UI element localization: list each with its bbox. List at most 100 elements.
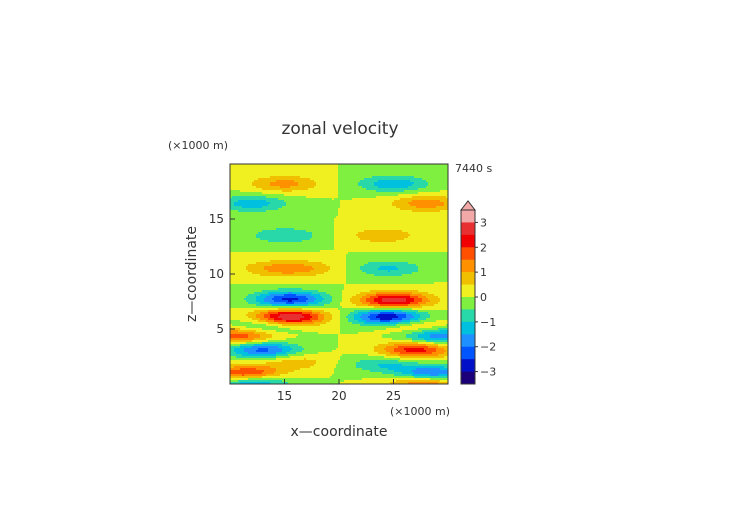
field-cell — [240, 210, 243, 213]
field-cell — [260, 170, 263, 173]
field-cell — [444, 194, 447, 197]
field-cell — [332, 238, 335, 241]
field-cell — [406, 192, 409, 195]
field-cell — [300, 176, 303, 179]
field-cell — [272, 214, 275, 217]
field-cell — [362, 238, 365, 241]
field-cell — [280, 186, 283, 189]
field-cell — [258, 182, 261, 185]
field-cell — [260, 194, 263, 197]
field-cell — [240, 176, 243, 179]
field-cell — [442, 192, 445, 195]
field-cell — [352, 206, 355, 209]
field-cell — [404, 214, 407, 217]
field-cell — [418, 236, 421, 239]
field-cell — [360, 174, 363, 177]
field-cell — [264, 216, 267, 219]
field-cell — [398, 236, 401, 239]
field-cell — [340, 180, 343, 183]
field-cell — [268, 222, 271, 225]
field-cell — [348, 190, 351, 193]
field-cell — [238, 182, 241, 185]
field-cell — [370, 210, 373, 213]
field-cell — [368, 226, 371, 229]
field-cell — [278, 230, 281, 233]
field-cell — [364, 196, 367, 199]
field-cell — [440, 220, 443, 223]
field-cell — [322, 176, 325, 179]
field-cell — [334, 168, 337, 171]
field-cell — [358, 166, 361, 169]
field-cell — [316, 196, 319, 199]
field-cell — [358, 188, 361, 191]
field-cell — [398, 220, 401, 223]
field-cell — [340, 208, 343, 211]
field-cell — [310, 248, 313, 251]
field-cell — [270, 216, 273, 219]
field-cell — [400, 186, 403, 189]
field-cell — [334, 254, 337, 257]
field-cell — [388, 248, 391, 251]
field-cell — [404, 200, 407, 203]
field-cell — [302, 230, 305, 233]
field-cell — [348, 234, 351, 237]
field-cell — [260, 182, 263, 185]
field-cell — [404, 216, 407, 219]
field-cell — [332, 230, 335, 233]
field-cell — [432, 232, 435, 235]
field-cell — [378, 190, 381, 193]
field-cell — [374, 190, 377, 193]
field-cell — [254, 246, 257, 249]
field-cell — [370, 218, 373, 221]
field-cell — [424, 206, 427, 209]
field-cell — [318, 196, 321, 199]
field-cell — [342, 190, 345, 193]
field-cell — [388, 196, 391, 199]
field-cell — [270, 212, 273, 215]
field-cell — [274, 216, 277, 219]
field-cell — [396, 166, 399, 169]
field-cell — [310, 206, 313, 209]
field-cell — [392, 236, 395, 239]
field-cell — [232, 198, 235, 201]
field-cell — [424, 214, 427, 217]
field-cell — [398, 238, 401, 241]
field-cell — [400, 198, 403, 201]
field-cell — [232, 250, 235, 253]
field-cell — [356, 206, 359, 209]
field-cell — [276, 216, 279, 219]
field-cell — [356, 236, 359, 239]
field-cell — [382, 208, 385, 211]
field-cell — [276, 176, 279, 179]
field-cell — [396, 200, 399, 203]
field-cell — [302, 206, 305, 209]
field-cell — [332, 240, 335, 243]
field-cell — [294, 164, 297, 167]
field-cell — [322, 226, 325, 229]
field-cell — [272, 186, 275, 189]
field-cell — [358, 168, 361, 171]
field-cell — [410, 204, 413, 207]
field-cell — [254, 202, 257, 205]
field-cell — [418, 170, 421, 173]
field-cell — [310, 252, 313, 255]
field-cell — [234, 216, 237, 219]
field-cell — [328, 186, 331, 189]
field-cell — [436, 184, 439, 187]
field-cell — [390, 218, 393, 221]
field-cell — [362, 204, 365, 207]
field-cell — [318, 212, 321, 215]
field-cell — [434, 252, 437, 255]
field-cell — [370, 174, 373, 177]
field-cell — [330, 238, 333, 241]
field-cell — [408, 168, 411, 171]
field-cell — [422, 166, 425, 169]
field-cell — [412, 240, 415, 243]
field-cell — [236, 226, 239, 229]
field-cell — [296, 252, 299, 255]
field-cell — [432, 222, 435, 225]
field-cell — [266, 192, 269, 195]
field-cell — [238, 196, 241, 199]
field-cell — [238, 186, 241, 189]
field-cell — [432, 242, 435, 245]
